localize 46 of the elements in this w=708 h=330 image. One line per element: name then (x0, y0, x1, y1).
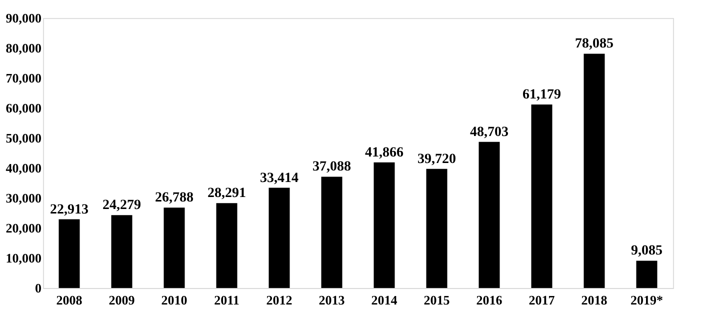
x-tick-label: 2015 (424, 292, 450, 308)
x-tick-label: 2009 (108, 292, 136, 308)
y-tick-label: 50,000 (6, 130, 42, 146)
data-label: 28,291 (208, 186, 246, 202)
bar (164, 208, 185, 288)
x-tick-label: 2019* (630, 292, 663, 308)
data-label: 39,720 (418, 152, 456, 167)
y-tick-label: 60,000 (6, 100, 42, 116)
y-tick-label: 10,000 (6, 250, 42, 266)
bar (374, 162, 395, 288)
data-label: 24,279 (102, 198, 141, 214)
data-label: 78,085 (575, 36, 614, 52)
bar (584, 54, 605, 288)
data-label: 41,866 (365, 145, 404, 160)
y-tick-label: 20,000 (6, 220, 42, 236)
x-tick-label: 2008 (56, 292, 83, 308)
bar (58, 219, 80, 288)
bar (321, 176, 342, 288)
bar (426, 168, 448, 288)
y-tick-label: 90,000 (6, 10, 42, 26)
data-label: 48,703 (470, 124, 508, 140)
x-tick-label: 2013 (318, 292, 346, 308)
x-tick-label: 2010 (161, 292, 188, 308)
data-label: 33,414 (260, 170, 298, 186)
bar (636, 260, 658, 288)
bar (268, 188, 290, 288)
bar (531, 104, 552, 288)
x-tick-label: 2017 (528, 292, 556, 308)
data-label: 22,913 (50, 202, 88, 218)
y-tick-label: 80,000 (6, 40, 42, 56)
x-tick-label: 2011 (214, 292, 240, 308)
x-tick-label: 2012 (266, 292, 292, 308)
data-label: 61,179 (522, 87, 561, 102)
y-tick-label: 40,000 (6, 160, 42, 176)
x-tick-label: 2016 (476, 292, 503, 308)
data-label: 37,088 (312, 160, 351, 175)
x-tick-label: 2014 (371, 292, 398, 308)
y-tick-label: 30,000 (6, 190, 42, 206)
bar (216, 203, 238, 288)
y-tick-label: 70,000 (6, 70, 42, 86)
bar (111, 215, 132, 288)
data-label: 26,788 (155, 190, 194, 206)
x-tick-label: 2018 (581, 292, 608, 308)
y-tick-label: 0 (35, 280, 42, 296)
bar (478, 142, 500, 288)
data-label: 9,085 (631, 244, 662, 259)
